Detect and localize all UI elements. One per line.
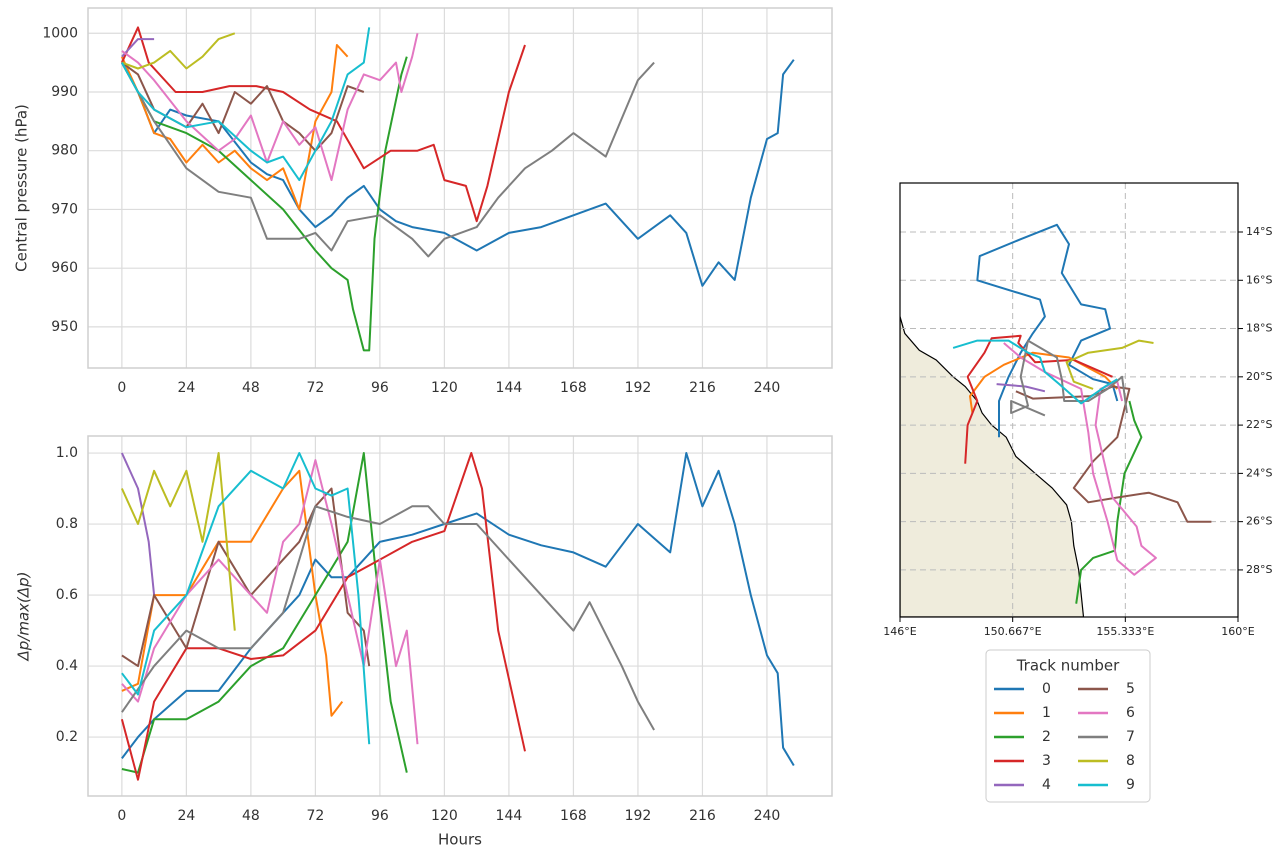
y-tick-label: 1.0 <box>56 445 78 461</box>
plot-lines <box>120 26 795 352</box>
y-tick-label: 16°S <box>1246 273 1272 286</box>
track-line <box>121 38 155 58</box>
y-tick-label: 1000 <box>42 25 78 41</box>
track-line <box>121 452 408 774</box>
x-tick-label: 216 <box>689 808 716 824</box>
x-tick-label: 192 <box>625 808 652 824</box>
x-tick-label: 150.667°E <box>984 625 1042 638</box>
y-tick-label: 28°S <box>1246 563 1272 576</box>
track-line <box>121 32 236 70</box>
y-tick-label: 990 <box>51 84 78 100</box>
y-tick-label: 24°S <box>1246 466 1272 479</box>
legend-label: 2 <box>1042 729 1051 745</box>
track-line <box>1003 342 1157 576</box>
track-line <box>120 452 156 596</box>
y-tick-label: 22°S <box>1246 418 1272 431</box>
legend-label: 9 <box>1126 777 1135 793</box>
x-tick-label: 160°E <box>1221 625 1254 638</box>
legend-label: 5 <box>1126 681 1135 697</box>
x-tick-label: 72 <box>306 808 324 824</box>
y-tick-label: 0.2 <box>56 729 78 745</box>
land <box>900 316 1085 617</box>
track-line <box>121 459 419 745</box>
map-frame <box>899 182 1239 618</box>
legend-label: 6 <box>1126 705 1135 721</box>
legend-label: 1 <box>1042 705 1051 721</box>
x-tick-label: 48 <box>242 808 260 824</box>
x-tick-label: 120 <box>431 808 458 824</box>
y-axis-label: Central pressure (hPa) <box>13 104 31 272</box>
x-tick-label: 216 <box>689 380 716 396</box>
legend-title: Track number <box>1016 657 1120 675</box>
track-line <box>976 223 1119 438</box>
track-line <box>121 33 419 182</box>
x-tick-label: 96 <box>371 380 389 396</box>
x-tick-label: 240 <box>754 808 781 824</box>
y-tick-label: 0.8 <box>56 516 78 532</box>
x-tick-label: 120 <box>431 380 458 396</box>
track-line <box>121 27 371 182</box>
y-tick-label: 950 <box>51 319 78 335</box>
legend-box <box>985 649 1151 803</box>
track-line <box>121 59 795 287</box>
legend-label: 7 <box>1126 729 1135 745</box>
x-tick-label: 24 <box>177 380 195 396</box>
y-tick-label: 970 <box>51 201 78 217</box>
y-tick-label: 0.4 <box>56 658 78 674</box>
track-line <box>121 61 655 258</box>
track-line <box>120 44 349 211</box>
track-line <box>1010 339 1128 417</box>
track-line <box>121 56 408 352</box>
y-axis-label: Δp/max(Δp) <box>15 571 33 661</box>
track-line <box>964 334 1113 464</box>
legend-label: 3 <box>1042 753 1051 769</box>
y-tick-label: 26°S <box>1246 515 1272 528</box>
x-tick-label: 146°E <box>883 625 916 638</box>
x-tick-label: 155.333°E <box>1096 625 1154 638</box>
track-line <box>952 339 1118 405</box>
x-tick-label: 168 <box>560 808 587 824</box>
plot-frame <box>87 435 833 797</box>
track-line <box>121 487 371 668</box>
x-tick-label: 144 <box>496 808 523 824</box>
x-tick-label: 72 <box>306 380 324 396</box>
track-line <box>120 452 236 631</box>
y-tick-label: 980 <box>51 143 78 159</box>
y-tick-label: 18°S <box>1246 322 1272 335</box>
y-tick-label: 14°S <box>1246 225 1272 238</box>
track-line <box>120 26 526 223</box>
legend-label: 0 <box>1042 681 1051 697</box>
x-tick-label: 24 <box>177 808 195 824</box>
plot-lines <box>120 452 795 781</box>
track-line <box>996 383 1046 393</box>
x-tick-label: 0 <box>117 808 126 824</box>
x-tick-label: 144 <box>496 380 523 396</box>
y-tick-label: 960 <box>51 260 78 276</box>
track-line <box>1075 400 1143 604</box>
x-tick-label: 240 <box>754 380 781 396</box>
coastline <box>900 316 1085 617</box>
track-line <box>121 452 371 745</box>
x-tick-label: 168 <box>560 380 587 396</box>
track-line <box>121 505 655 731</box>
x-axis-label: Hours <box>438 831 482 849</box>
x-tick-label: 48 <box>242 380 260 396</box>
x-tick-label: 0 <box>117 380 126 396</box>
x-tick-label: 192 <box>625 380 652 396</box>
y-tick-label: 0.6 <box>56 587 78 603</box>
track-line <box>120 452 526 781</box>
track-line <box>969 351 1119 414</box>
y-tick-label: 20°S <box>1246 370 1272 383</box>
legend-label: 4 <box>1042 777 1051 793</box>
plot-frame <box>87 7 833 369</box>
map-tracks <box>952 223 1212 604</box>
legend-label: 8 <box>1126 753 1135 769</box>
track-line <box>121 61 365 152</box>
track-line <box>1065 339 1154 390</box>
x-tick-label: 96 <box>371 808 389 824</box>
